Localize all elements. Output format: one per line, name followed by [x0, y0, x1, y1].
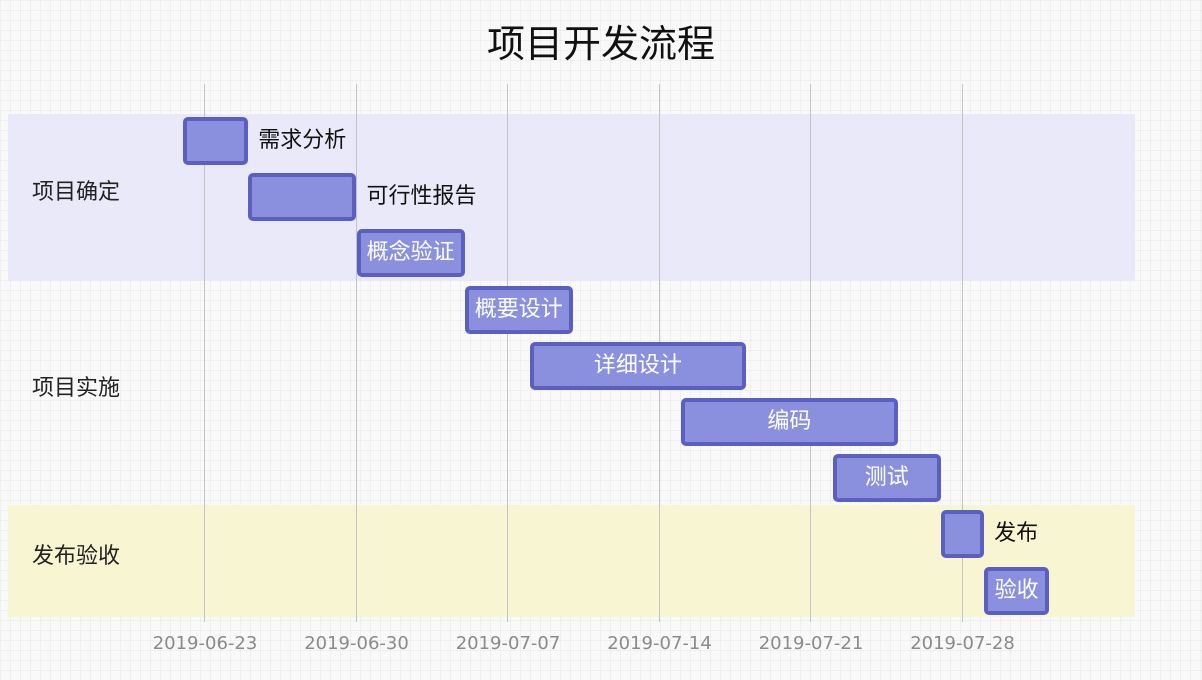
task-label: 概要设计	[474, 296, 563, 322]
task-bar[interactable]	[464, 285, 573, 334]
task-label: 测试	[864, 465, 909, 491]
task-label: 发布	[994, 521, 1039, 547]
section-label: 发布验收	[32, 544, 121, 569]
chart-title: 项目开发流程	[486, 22, 715, 66]
task-bar[interactable]	[183, 117, 249, 165]
task-label: 编码	[767, 409, 812, 434]
x-tick-label: 2019-07-28	[910, 633, 1015, 654]
section-band	[8, 114, 1135, 281]
grid-line	[810, 84, 812, 622]
x-tick-label: 2019-07-14	[607, 633, 712, 654]
x-tick-label: 2019-07-21	[758, 633, 864, 654]
grid-line	[355, 84, 357, 622]
task-label: 需求分析	[258, 128, 347, 153]
grid-line	[507, 84, 509, 622]
task-bar[interactable]	[529, 341, 747, 390]
task-label: 验收	[994, 577, 1039, 603]
task-bar[interactable]	[356, 229, 465, 278]
task-bar[interactable]	[984, 566, 1050, 615]
section-label: 项目确定	[32, 180, 121, 205]
task-label: 可行性报告	[366, 184, 477, 210]
grid-line	[204, 84, 206, 622]
task-bar[interactable]	[248, 173, 357, 222]
task-bar[interactable]	[681, 398, 898, 446]
task-bar[interactable]	[832, 454, 941, 503]
section-label: 项目实施	[32, 376, 121, 401]
x-tick-label: 2019-06-30	[304, 633, 409, 654]
task-label: 详细设计	[593, 352, 682, 378]
task-label: 概念验证	[366, 240, 455, 266]
x-tick-label: 2019-07-07	[455, 633, 561, 654]
x-tick-label: 2019-06-23	[152, 633, 258, 654]
task-bar[interactable]	[940, 510, 985, 559]
grid-line	[961, 84, 963, 622]
